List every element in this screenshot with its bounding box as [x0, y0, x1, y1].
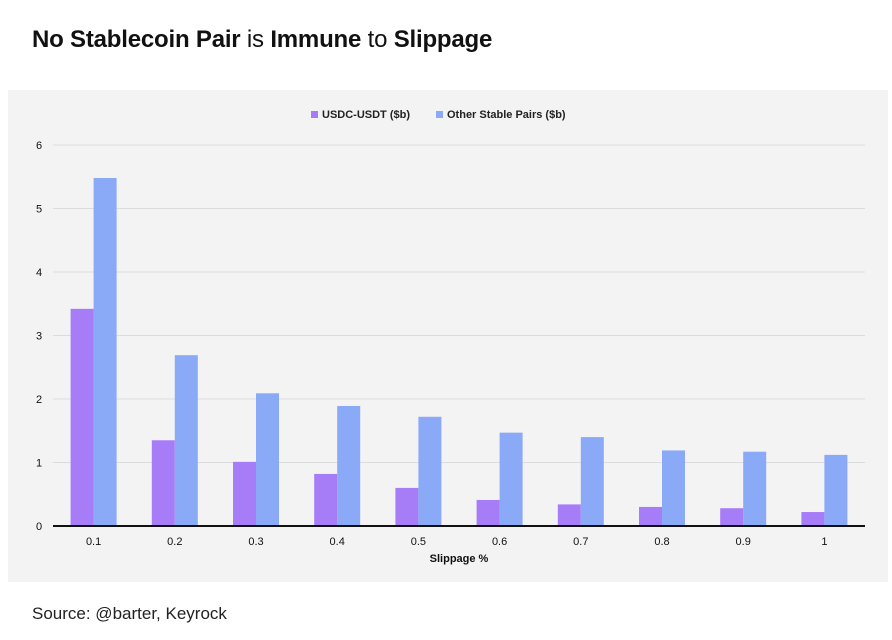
bar-other-stable-pairs [743, 451, 767, 526]
x-tick-label: 0.3 [248, 536, 263, 548]
title-part: Immune [270, 26, 362, 53]
x-tick-label: 0.1 [86, 536, 101, 548]
x-tick-label: 0.2 [167, 536, 182, 548]
bar-usdc-usdt [476, 499, 500, 526]
x-axis-label: Slippage % [430, 553, 489, 565]
title-part: Slippage [393, 26, 493, 53]
y-tick-label: 5 [36, 204, 42, 216]
title-part: No Stablecoin Pair [32, 26, 241, 53]
chart-panel: 0 1 2 3 4 5 6 0.1 0.2 0.3 0.4 0.5 0.6 0.7 0.8 0.9 1 Slipp… [8, 90, 888, 582]
legend-label: USDC-USDT ($b) [322, 109, 410, 121]
bar-usdc-usdt [720, 508, 744, 526]
y-tick-label: 2 [36, 394, 42, 406]
bar-usdc-usdt [314, 473, 338, 526]
x-tick-label: 0.8 [654, 536, 669, 548]
chart-title: No Stablecoin Pair is Immune to Slippage [32, 26, 492, 54]
bar-other-stable-pairs [418, 416, 442, 526]
bar-other-stable-pairs [662, 450, 685, 526]
y-tick-label: 3 [36, 331, 42, 343]
legend-label: Other Stable Pairs ($b) [447, 109, 566, 121]
bar-other-stable-pairs [580, 437, 604, 526]
legend-swatch [436, 111, 443, 118]
bar-other-stable-pairs [824, 454, 848, 526]
y-tick-label: 6 [36, 140, 42, 152]
bar-other-stable-pairs [337, 405, 361, 526]
title-part: to [361, 26, 394, 53]
x-tick-label: 1 [821, 536, 827, 548]
bar-usdc-usdt [639, 506, 662, 526]
bar-usdc-usdt [151, 440, 175, 526]
x-tick-label: 0.7 [573, 536, 588, 548]
legend-swatch [311, 111, 318, 118]
bar-usdc-usdt [70, 308, 94, 526]
x-tick-label: 0.5 [411, 536, 426, 548]
y-tick-label: 0 [36, 521, 42, 533]
bar-other-stable-pairs [174, 355, 198, 526]
y-tick-label: 4 [36, 267, 42, 279]
bar-other-stable-pairs [499, 432, 523, 526]
source-note: Source: @barter, Keyrock [32, 604, 227, 623]
bar-other-stable-pairs [256, 393, 279, 526]
bar-chart: 0 1 2 3 4 5 6 0.1 0.2 0.3 0.4 0.5 0.6 0.7 0.8 0.9 1 Slipp… [36, 109, 865, 565]
bar-usdc-usdt [233, 461, 256, 526]
x-tick-label: 0.9 [736, 536, 751, 548]
bar-other-stable-pairs [93, 178, 117, 526]
bar-usdc-usdt [395, 487, 419, 526]
x-tick-label: 0.6 [492, 536, 507, 548]
bar-usdc-usdt [557, 504, 581, 526]
x-tick-label: 0.4 [330, 536, 345, 548]
y-tick-label: 1 [36, 458, 42, 470]
title-part: is [240, 26, 271, 53]
bar-usdc-usdt [801, 512, 825, 526]
